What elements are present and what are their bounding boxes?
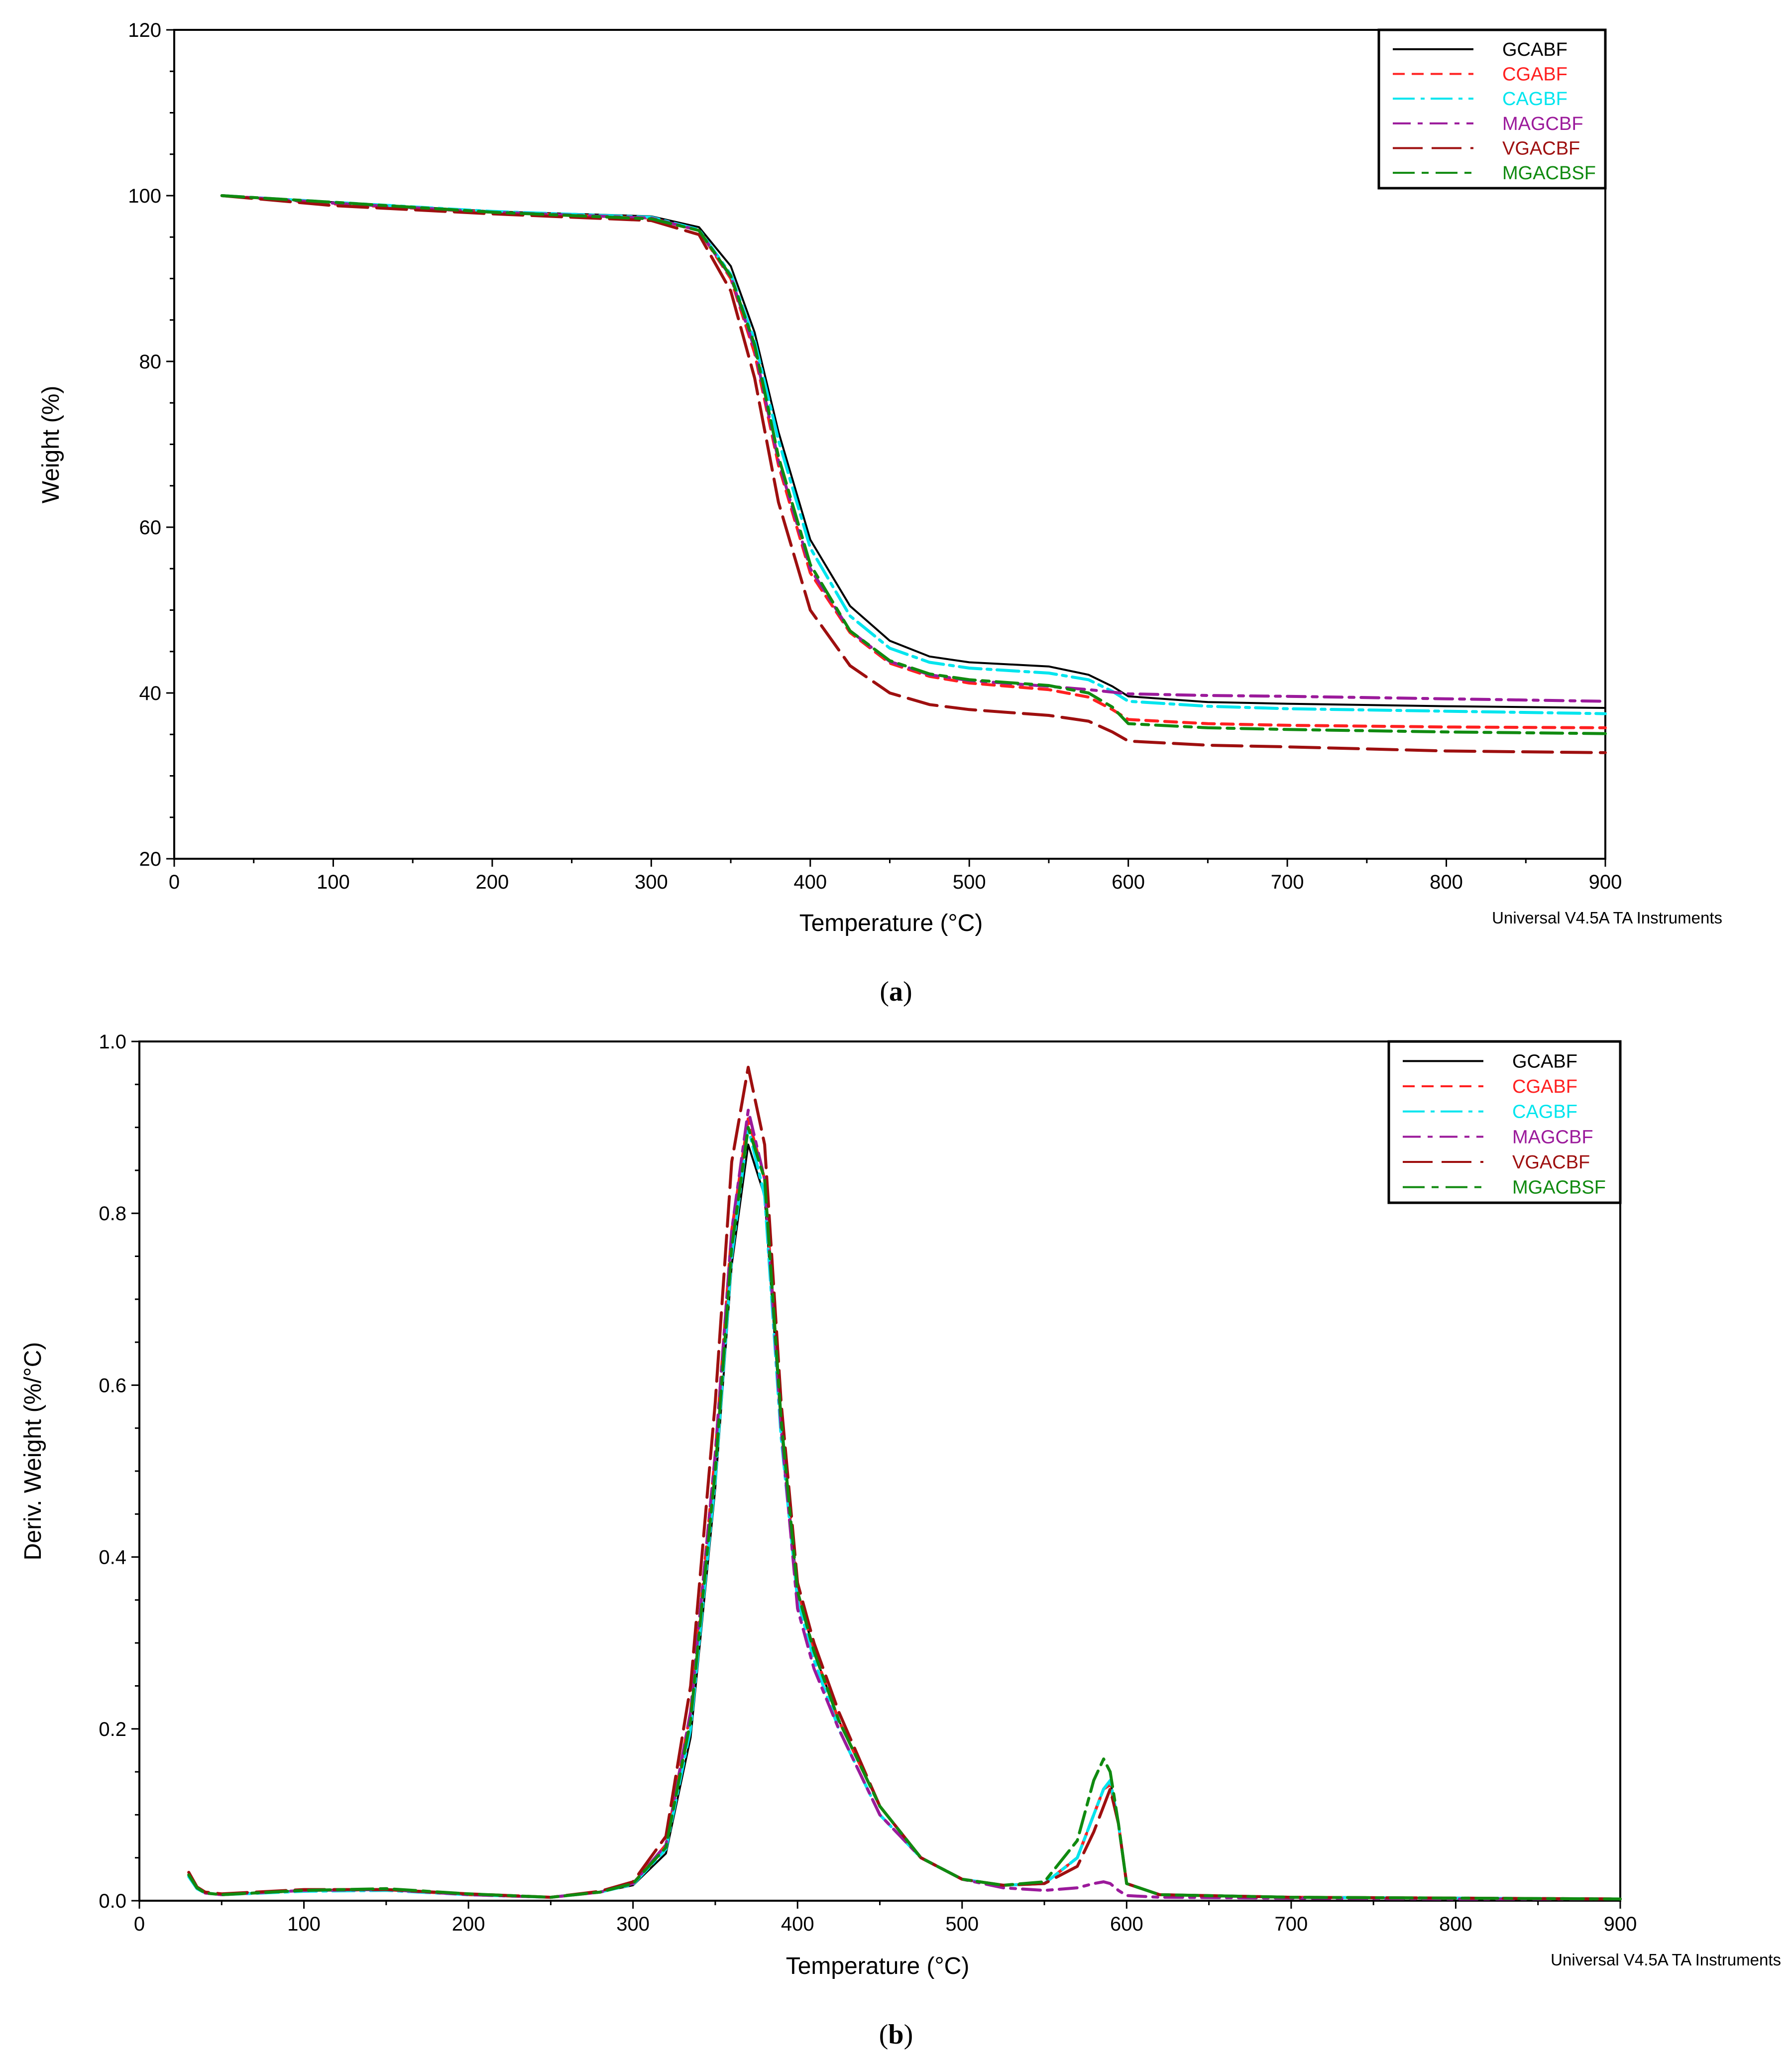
x-tick-label: 200 <box>476 871 509 893</box>
panel-b-dtg-chart: Deriv. Weight (%/°C) Temperature (°C) Un… <box>20 1031 1781 2050</box>
legend-label-magcbf: MAGCBF <box>1502 114 1583 134</box>
y-tick-label: 0.8 <box>99 1203 126 1225</box>
legend-label-cgabf: CGABF <box>1512 1076 1577 1097</box>
y-tick-label: 20 <box>139 848 162 870</box>
x-axis-title: Temperature (°C) <box>799 910 983 936</box>
legend-label-cagbf: CAGBF <box>1512 1102 1577 1123</box>
legend-box <box>1387 1040 1622 1204</box>
x-tick-label: 0 <box>169 871 180 893</box>
panel-caption: (b) <box>879 2019 913 2050</box>
y-tick-label: 1.0 <box>99 1031 126 1053</box>
y-tick-label: 0.6 <box>99 1375 126 1396</box>
x-tick-label: 100 <box>317 871 350 893</box>
y-axis-title: Weight (%) <box>38 386 64 504</box>
panel-caption: (a) <box>880 976 912 1007</box>
x-tick-label: 600 <box>1110 1913 1143 1935</box>
x-tick-label: 600 <box>1112 871 1145 893</box>
y-tick-label: 0.2 <box>99 1719 126 1740</box>
software-label: Universal V4.5A TA Instruments <box>1492 909 1722 927</box>
series-line-cgabf <box>220 194 1607 729</box>
legend-label-vgacbf: VGACBF <box>1512 1152 1590 1173</box>
x-tick-label: 200 <box>452 1913 485 1935</box>
x-tick-label: 800 <box>1430 871 1463 893</box>
legend-label-gcabf: GCABF <box>1512 1051 1577 1072</box>
x-tick-label: 300 <box>635 871 668 893</box>
series-line-gcabf <box>221 195 1606 709</box>
x-tick-label: 800 <box>1439 1913 1472 1935</box>
legend-label-cgabf: CGABF <box>1502 64 1568 85</box>
panel-a-tga-weight-chart: Weight (%) Temperature (°C) Universal V4… <box>38 19 1722 1007</box>
x-tick-label: 400 <box>793 871 827 893</box>
series-line-mgacbsf <box>220 194 1607 735</box>
legend-box <box>1377 28 1607 190</box>
legend-label-vgacbf: VGACBF <box>1502 138 1580 159</box>
panel-caption-letter: a <box>889 976 903 1007</box>
legend-label-mgacbsf: MGACBSF <box>1512 1177 1606 1198</box>
x-tick-label: 700 <box>1271 871 1304 893</box>
y-tick-label: 0.0 <box>99 1890 126 1912</box>
x-tick-label: 300 <box>616 1913 650 1935</box>
x-tick-label: 100 <box>287 1913 321 1935</box>
series-line-vgacbf <box>220 194 1607 754</box>
y-tick-label: 0.4 <box>99 1547 126 1569</box>
x-tick-label: 900 <box>1604 1913 1637 1935</box>
series-line-magcbf <box>220 194 1607 703</box>
legend-label-mgacbsf: MGACBSF <box>1502 163 1596 184</box>
y-tick-label: 100 <box>128 185 161 207</box>
y-tick-label: 120 <box>128 19 161 41</box>
legend-label-magcbf: MAGCBF <box>1512 1127 1593 1148</box>
series-line-magcbf <box>187 1109 1622 1901</box>
x-tick-label: 500 <box>945 1913 979 1935</box>
series-line-mgacbsf <box>187 1126 1622 1901</box>
legend-label-gcabf: GCABF <box>1502 39 1568 60</box>
panel-caption-letter: b <box>888 2019 903 2050</box>
x-tick-label: 700 <box>1275 1913 1308 1935</box>
series-line-gcabf <box>188 1144 1621 1900</box>
x-tick-label: 400 <box>781 1913 814 1935</box>
software-label: Universal V4.5A TA Instruments <box>1551 1951 1781 1969</box>
x-tick-label: 900 <box>1589 871 1622 893</box>
y-tick-label: 60 <box>139 517 162 539</box>
y-tick-label: 80 <box>139 351 162 373</box>
series-line-cagbf <box>187 1126 1622 1901</box>
x-axis-title: Temperature (°C) <box>786 1953 970 1979</box>
series-line-cgabf <box>187 1117 1622 1901</box>
y-axis-title: Deriv. Weight (%/°C) <box>20 1342 46 1561</box>
y-tick-label: 40 <box>139 683 162 704</box>
x-tick-label: 0 <box>134 1913 145 1935</box>
x-tick-label: 500 <box>953 871 986 893</box>
series-line-cagbf <box>220 194 1607 715</box>
legend-label-cagbf: CAGBF <box>1502 89 1568 110</box>
